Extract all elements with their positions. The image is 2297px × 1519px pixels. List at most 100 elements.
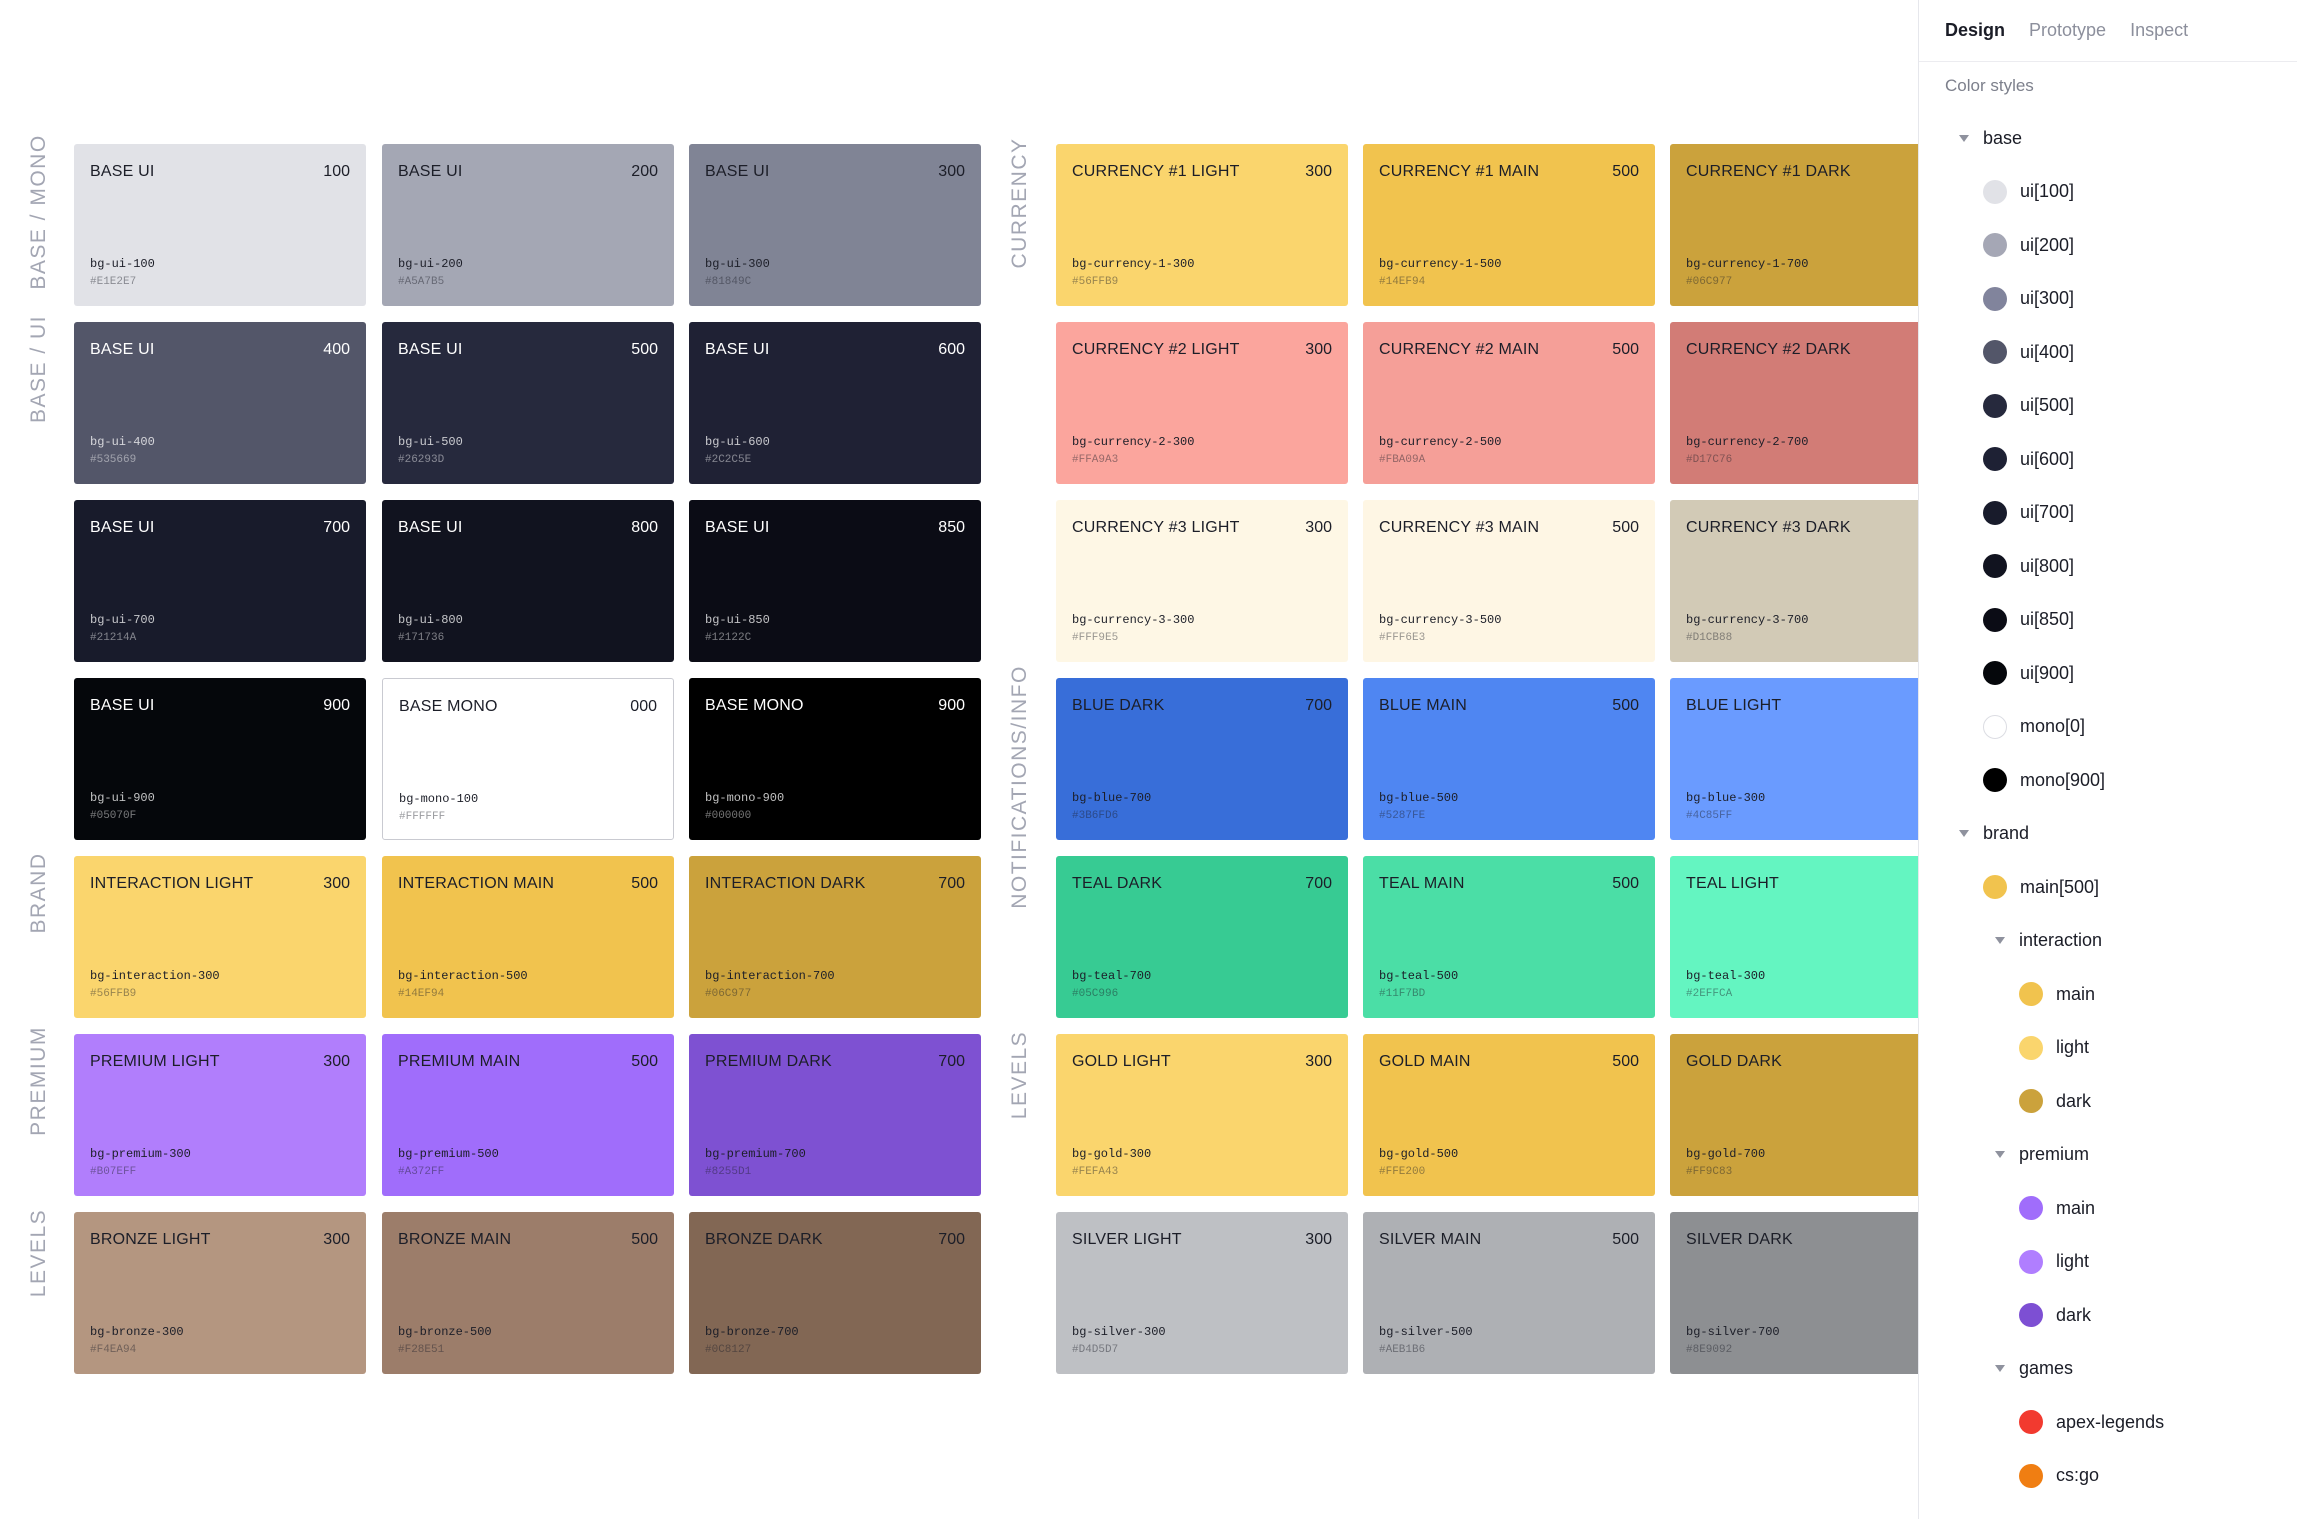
swatch-name: CURRENCY #3 MAIN (1379, 519, 1540, 536)
swatch-level: 000 (630, 698, 657, 715)
swatch-name: SILVER DARK (1686, 1231, 1793, 1248)
color-style-item[interactable]: light (2019, 1242, 2089, 1282)
color-style-item[interactable]: apex-legends (2019, 1402, 2164, 1442)
style-group-brand[interactable]: brand (1959, 814, 2029, 854)
color-swatch[interactable]: PREMIUM LIGHT 300 bg-premium-300 #B07EFF (74, 1034, 366, 1196)
color-swatch[interactable]: BLUE LIGHT bg-blue-300 #4C85FF (1670, 678, 1918, 840)
color-style-item[interactable]: ui[100] (1983, 172, 2074, 212)
color-style-item[interactable]: cs:go (2019, 1456, 2099, 1496)
color-style-item[interactable]: dark (2019, 1295, 2091, 1335)
color-swatch[interactable]: BASE UI 700 bg-ui-700 #21214A (74, 500, 366, 662)
caret-down-icon[interactable] (1995, 937, 2005, 944)
color-style-item[interactable]: ui[500] (1983, 386, 2074, 426)
swatch-token: bg-gold-300 (1072, 1147, 1152, 1161)
color-dot-icon (1983, 447, 2007, 471)
color-swatch[interactable]: CURRENCY #2 LIGHT 300 bg-currency-2-300 #FF… (1056, 322, 1348, 484)
color-swatch[interactable]: PREMIUM MAIN 500 bg-premium-500 #A372FF (382, 1034, 674, 1196)
style-group-premium[interactable]: premium (1995, 1135, 2089, 1175)
color-swatch[interactable]: INTERACTION DARK 700 bg-interaction-700 #06… (689, 856, 981, 1018)
color-style-item[interactable]: main (2019, 1188, 2095, 1228)
design-canvas[interactable]: BASE / MONO BASE / UI BRAND PREMIUM LEVE… (0, 0, 1918, 1519)
color-style-label: light (2056, 1251, 2090, 1271)
color-style-item[interactable]: main[500] (1983, 867, 2099, 907)
color-swatch[interactable]: BASE UI 300 bg-ui-300 #81849C (689, 144, 981, 306)
swatch-level: 700 (938, 875, 965, 892)
color-dot-icon (2019, 1089, 2043, 1113)
color-swatch[interactable]: BASE UI 600 bg-ui-600 #2C2C5E (689, 322, 981, 484)
color-style-item[interactable]: ui[800] (1983, 546, 2074, 586)
color-swatch[interactable]: BASE UI 850 bg-ui-850 #12122C (689, 500, 981, 662)
color-swatch[interactable]: GOLD MAIN 500 bg-gold-500 #FFE200 (1363, 1034, 1655, 1196)
tab-inspect[interactable]: Inspect (2130, 20, 2189, 40)
color-swatch[interactable]: BLUE MAIN 500 bg-blue-500 #5287FE (1363, 678, 1655, 840)
color-style-item[interactable]: ui[700] (1983, 493, 2074, 533)
color-swatch[interactable]: GOLD LIGHT 300 bg-gold-300 #FEFA43 (1056, 1034, 1348, 1196)
swatch-hex: #8255D1 (705, 1166, 752, 1178)
color-swatch[interactable]: BASE UI 400 bg-ui-400 #535669 (74, 322, 366, 484)
color-swatch[interactable]: INTERACTION LIGHT 300 bg-interaction-300 #5… (74, 856, 366, 1018)
color-swatch[interactable]: TEAL MAIN 500 bg-teal-500 #11F7BD (1363, 856, 1655, 1018)
color-style-item[interactable]: ui[850] (1983, 600, 2074, 640)
color-style-item[interactable]: ui[600] (1983, 439, 2074, 479)
caret-down-icon[interactable] (1959, 830, 1969, 837)
color-style-item[interactable]: dark (2019, 1081, 2091, 1121)
swatch-token: bg-currency-3-300 (1072, 613, 1195, 627)
swatch-name: CURRENCY #2 LIGHT (1072, 341, 1240, 358)
style-group-interaction[interactable]: interaction (1995, 921, 2102, 961)
swatch-level: 700 (1305, 875, 1332, 892)
color-swatch[interactable]: BASE UI 100 bg-ui-100 #E1E2E7 (74, 144, 366, 306)
color-swatch[interactable]: BRONZE MAIN 500 bg-bronze-500 #F28E51 (382, 1212, 674, 1374)
color-swatch[interactable]: SILVER LIGHT 300 bg-silver-300 #D4D5D7 (1056, 1212, 1348, 1374)
swatch-hex: #56FFB9 (1072, 276, 1119, 288)
swatch-level: 500 (631, 341, 658, 358)
color-swatch[interactable]: BASE MONO 000 bg-mono-100 #FFFFFF (382, 678, 674, 840)
tab-prototype[interactable]: Prototype (2029, 20, 2107, 40)
color-swatch[interactable]: CURRENCY #1 MAIN 500 bg-currency-1-500 #14E… (1363, 144, 1655, 306)
color-style-item[interactable]: mono[0] (1983, 707, 2085, 747)
color-swatch[interactable]: CURRENCY #3 DARK bg-currency-3-700 #D1CB88 (1670, 500, 1918, 662)
style-group-label: brand (1983, 823, 2030, 843)
caret-down-icon[interactable] (1995, 1365, 2005, 1372)
color-swatch[interactable]: SILVER MAIN 500 bg-silver-500 #AEB1B6 (1363, 1212, 1655, 1374)
color-swatch[interactable]: BLUE DARK 700 bg-blue-700 #3B6FD6 (1056, 678, 1348, 840)
color-swatch[interactable]: CURRENCY #2 MAIN 500 bg-currency-2-500 #FBA… (1363, 322, 1655, 484)
style-group-base[interactable]: base (1959, 118, 2022, 158)
color-swatch[interactable]: BASE UI 500 bg-ui-500 #26293D (382, 322, 674, 484)
swatch-token: bg-ui-500 (398, 435, 463, 449)
color-style-item[interactable]: light (2019, 1028, 2089, 1068)
swatch-level: 300 (323, 875, 350, 892)
color-swatch[interactable]: CURRENCY #1 LIGHT 300 bg-currency-1-300 #56… (1056, 144, 1348, 306)
swatch-level: 600 (938, 341, 965, 358)
style-group-games[interactable]: games (1995, 1349, 2073, 1389)
color-swatch[interactable]: CURRENCY #3 LIGHT 300 bg-currency-3-300 #FF… (1056, 500, 1348, 662)
swatch-name: GOLD DARK (1686, 1053, 1783, 1070)
color-swatch[interactable]: CURRENCY #2 DARK bg-currency-2-700 #D17C76 (1670, 322, 1918, 484)
caret-down-icon[interactable] (1995, 1151, 2005, 1158)
caret-down-icon[interactable] (1959, 134, 1969, 142)
swatch-hex: #2EFFCA (1686, 988, 1733, 1000)
color-swatch[interactable]: PREMIUM DARK 700 bg-premium-700 #8255D1 (689, 1034, 981, 1196)
color-swatch[interactable]: GOLD DARK bg-gold-700 #FF9C83 (1670, 1034, 1918, 1196)
color-swatch[interactable]: BASE UI 900 bg-ui-900 #05070F (74, 678, 366, 840)
color-swatch[interactable]: BRONZE LIGHT 300 bg-bronze-300 #F4EA94 (74, 1212, 366, 1374)
color-swatch[interactable]: CURRENCY #3 MAIN 500 bg-currency-3-500 #FFF… (1363, 500, 1655, 662)
color-swatch[interactable]: BASE MONO 900 bg-mono-900 #000000 (689, 678, 981, 840)
swatch-token: bg-ui-600 (705, 435, 770, 449)
color-style-item[interactable]: mono[900] (1983, 760, 2105, 800)
swatch-hex: #21214A (90, 632, 137, 644)
swatch-level: 300 (323, 1053, 350, 1070)
color-swatch[interactable]: CURRENCY #1 DARK bg-currency-1-700 #06C977 (1670, 144, 1918, 306)
color-swatch[interactable]: BRONZE DARK 700 bg-bronze-700 #0C8127 (689, 1212, 981, 1374)
color-swatch[interactable]: TEAL DARK 700 bg-teal-700 #05C996 (1056, 856, 1348, 1018)
color-swatch[interactable]: BASE UI 200 bg-ui-200 #A5A7B5 (382, 144, 674, 306)
color-style-item[interactable]: ui[200] (1983, 225, 2074, 265)
color-swatch[interactable]: BASE UI 800 bg-ui-800 #171736 (382, 500, 674, 662)
color-style-item[interactable]: ui[300] (1983, 279, 2074, 319)
color-swatch[interactable]: TEAL LIGHT bg-teal-300 #2EFFCA (1670, 856, 1918, 1018)
color-style-item[interactable]: main (2019, 974, 2095, 1014)
color-style-item[interactable]: ui[900] (1983, 653, 2074, 693)
color-style-item[interactable]: ui[400] (1983, 332, 2074, 372)
color-swatch[interactable]: SILVER DARK bg-silver-700 #8E9092 (1670, 1212, 1918, 1374)
color-swatch[interactable]: INTERACTION MAIN 500 bg-interaction-500 #14… (382, 856, 674, 1018)
tab-design[interactable]: Design (1945, 20, 2006, 40)
